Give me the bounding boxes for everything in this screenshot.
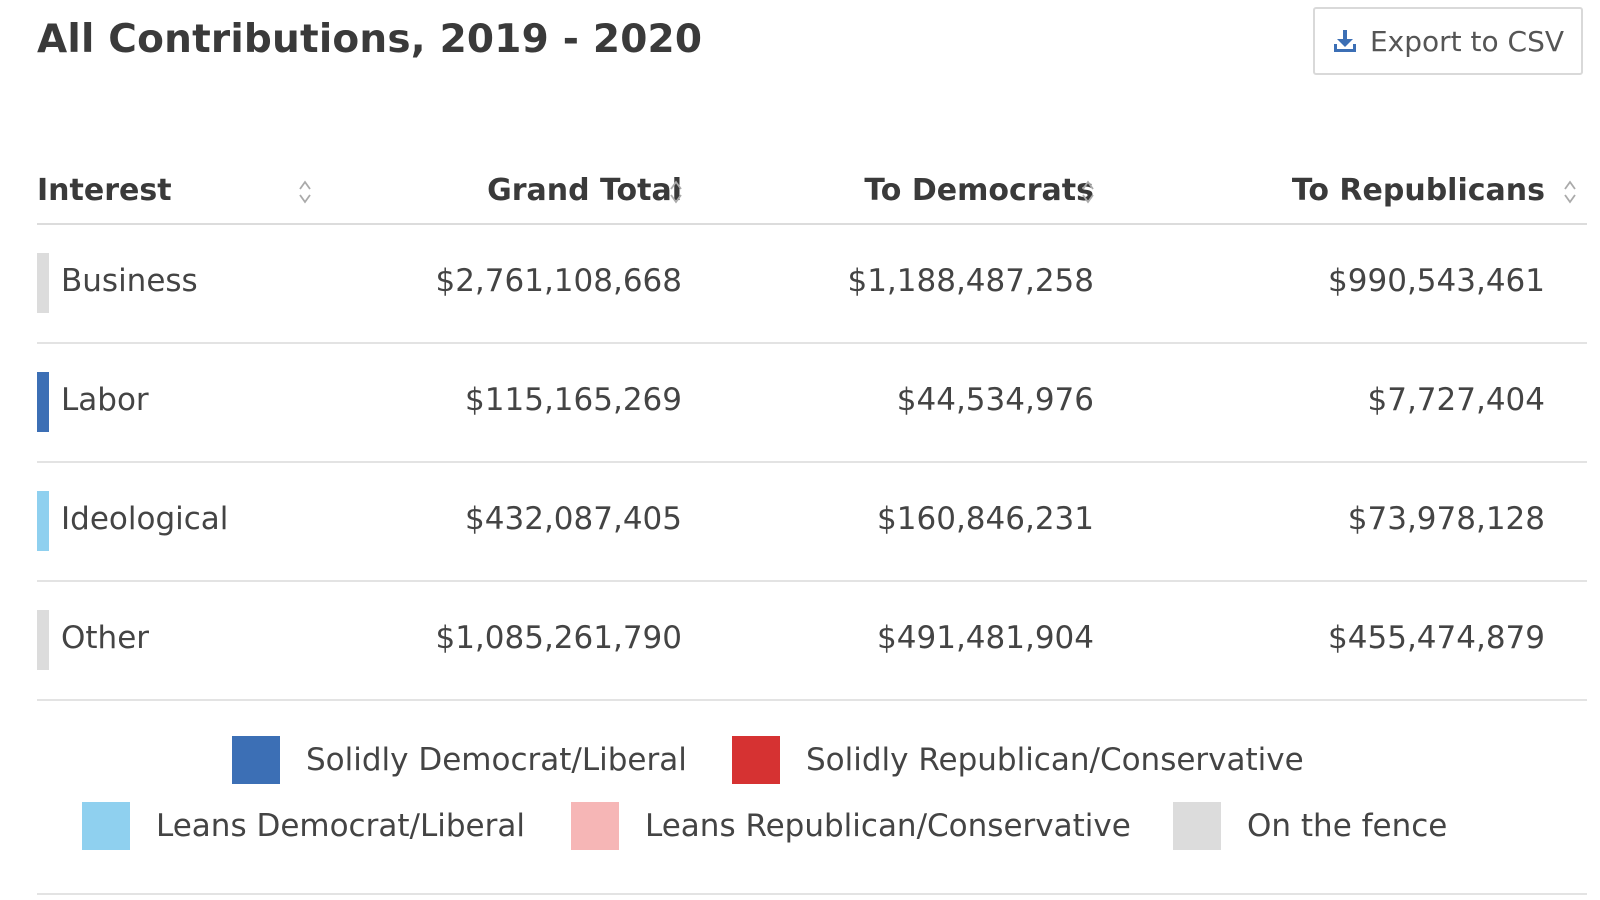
legend-label: Solidly Republican/Conservative xyxy=(806,742,1304,778)
sort-icon[interactable] xyxy=(668,178,684,206)
sort-icon[interactable] xyxy=(297,178,313,206)
legend-label: Leans Democrat/Liberal xyxy=(156,808,525,844)
to-democrats-cell: $160,846,231 xyxy=(877,501,1094,537)
download-icon xyxy=(1333,30,1356,52)
table-header: Interest Grand Total To Democrats To Rep… xyxy=(37,160,1587,225)
legend-item-on-the-fence: On the fence xyxy=(1173,801,1447,851)
interest-color-bar xyxy=(37,610,49,670)
sort-icon[interactable] xyxy=(1080,178,1096,206)
legend-swatch xyxy=(1173,802,1221,850)
to-republicans-cell: $7,727,404 xyxy=(1367,382,1546,418)
interest-cell: Labor xyxy=(61,382,149,418)
column-header-interest[interactable]: Interest xyxy=(37,173,172,208)
table-row: Other $1,085,261,790 $491,481,904 $455,4… xyxy=(37,582,1587,701)
page-title: All Contributions, 2019 - 2020 xyxy=(37,17,703,62)
divider xyxy=(37,893,1587,895)
legend-swatch xyxy=(82,802,130,850)
export-csv-label: Export to CSV xyxy=(1369,24,1565,58)
contributions-table: Interest Grand Total To Democrats To Rep… xyxy=(37,160,1587,701)
to-republicans-cell: $455,474,879 xyxy=(1328,620,1545,656)
legend-label: Leans Republican/Conservative xyxy=(645,808,1131,844)
legend-swatch xyxy=(571,802,619,850)
legend-row: Leans Democrat/Liberal Leans Republican/… xyxy=(0,801,1600,851)
legend-label: Solidly Democrat/Liberal xyxy=(306,742,687,778)
interest-color-bar xyxy=(37,372,49,432)
legend-item-leans-republican: Leans Republican/Conservative xyxy=(571,801,1131,851)
legend-item-leans-democrat: Leans Democrat/Liberal xyxy=(82,801,525,851)
to-democrats-cell: $1,188,487,258 xyxy=(847,263,1094,299)
legend-item-solidly-democrat: Solidly Democrat/Liberal xyxy=(232,735,687,785)
grand-total-cell: $2,761,108,668 xyxy=(435,263,682,299)
legend-row: Solidly Democrat/Liberal Solidly Republi… xyxy=(0,735,1600,785)
grand-total-cell: $432,087,405 xyxy=(465,501,682,537)
table-row: Ideological $432,087,405 $160,846,231 $7… xyxy=(37,463,1587,582)
table-row: Business $2,761,108,668 $1,188,487,258 $… xyxy=(37,225,1587,344)
grand-total-cell: $115,165,269 xyxy=(465,382,682,418)
interest-cell: Other xyxy=(61,620,150,656)
column-header-to-republicans[interactable]: To Republicans xyxy=(1291,173,1545,208)
legend-label: On the fence xyxy=(1247,808,1448,844)
interest-color-bar xyxy=(37,253,49,313)
to-democrats-cell: $491,481,904 xyxy=(877,620,1094,656)
export-csv-button[interactable]: Export to CSV xyxy=(1313,7,1583,75)
legend-swatch xyxy=(232,736,280,784)
to-republicans-cell: $73,978,128 xyxy=(1347,501,1545,537)
legend-item-solidly-republican: Solidly Republican/Conservative xyxy=(732,735,1304,785)
column-header-to-democrats[interactable]: To Democrats xyxy=(864,173,1094,208)
to-democrats-cell: $44,534,976 xyxy=(896,382,1094,418)
sort-icon[interactable] xyxy=(1562,178,1578,206)
table-row: Labor $115,165,269 $44,534,976 $7,727,40… xyxy=(37,344,1587,463)
interest-color-bar xyxy=(37,491,49,551)
column-header-grand-total[interactable]: Grand Total xyxy=(487,173,682,208)
to-republicans-cell: $990,543,461 xyxy=(1328,263,1545,299)
interest-cell: Ideological xyxy=(61,501,229,537)
legend-swatch xyxy=(732,736,780,784)
grand-total-cell: $1,085,261,790 xyxy=(435,620,682,656)
interest-cell: Business xyxy=(61,263,198,299)
